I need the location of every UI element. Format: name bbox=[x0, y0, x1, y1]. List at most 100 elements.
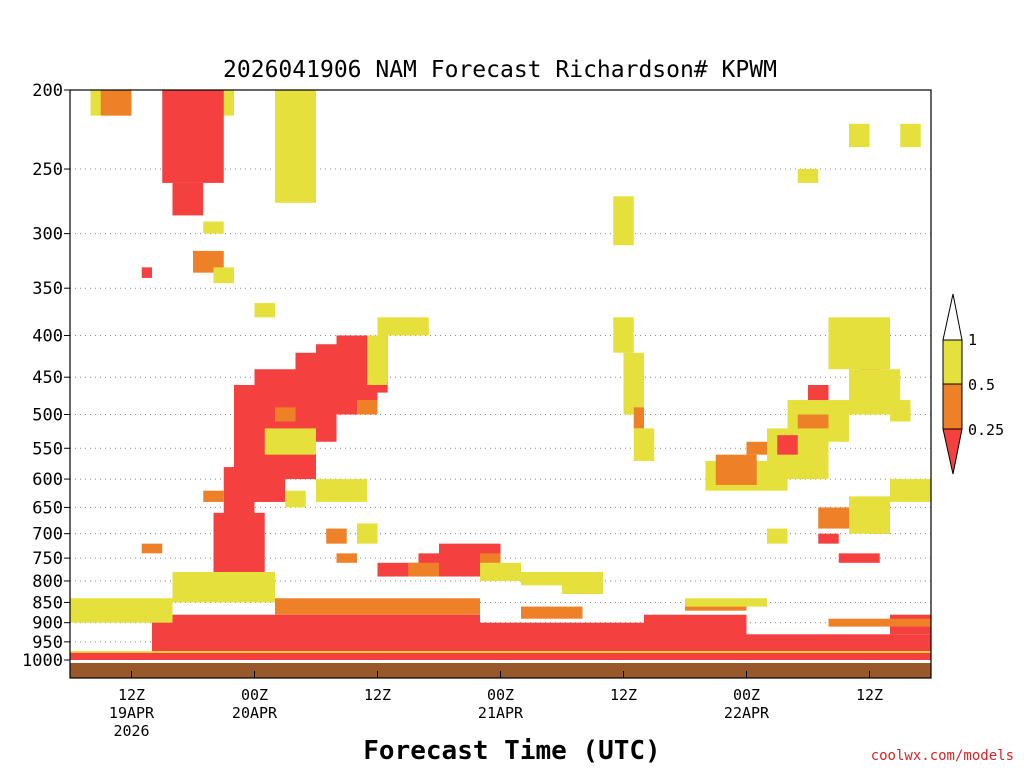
ri-cell bbox=[633, 407, 644, 429]
y-tick-label-400: 400 bbox=[32, 326, 63, 346]
x-tick-label-1-0: 00Z bbox=[241, 686, 268, 704]
ri-cell bbox=[162, 90, 224, 183]
ri-cell bbox=[838, 553, 880, 563]
colorbar-bin-1 bbox=[942, 383, 963, 430]
ri-cell bbox=[613, 317, 634, 353]
colorbar-under-arrow bbox=[942, 428, 963, 475]
ri-cell bbox=[316, 479, 368, 502]
y-tick-label-450: 450 bbox=[32, 368, 63, 388]
ri-cell bbox=[480, 562, 521, 581]
x-axis-label: Forecast Time (UTC) bbox=[363, 736, 660, 766]
ri-cell bbox=[275, 407, 296, 422]
ri-cell bbox=[193, 250, 224, 273]
x-tick-label-4-0: 12Z bbox=[610, 686, 637, 704]
y-tick-label-1000: 1000 bbox=[22, 651, 63, 671]
ri-cell bbox=[521, 606, 583, 619]
x-tick-label-5-0: 00Z bbox=[733, 686, 760, 704]
ri-cell bbox=[633, 428, 655, 461]
y-tick-label-900: 900 bbox=[32, 614, 63, 634]
x-tick-label-0-2: 2026 bbox=[113, 722, 149, 740]
ri-cell bbox=[152, 614, 480, 652]
colorbar-bin-0 bbox=[942, 339, 963, 385]
y-tick-label-850: 850 bbox=[32, 593, 63, 613]
x-tick-label-3-0: 00Z bbox=[487, 686, 514, 704]
ri-cell bbox=[141, 543, 163, 554]
ri-cell bbox=[849, 496, 890, 534]
ri-cell bbox=[746, 634, 931, 652]
x-tick-label-1-1: 20APR bbox=[232, 704, 278, 722]
colorbar-over-arrow bbox=[942, 293, 963, 341]
ri-cell bbox=[900, 123, 921, 148]
colorbar-label-0-5: 0.5 bbox=[968, 376, 995, 394]
x-tick-label-2-0: 12Z bbox=[364, 686, 391, 704]
y-tick-label-800: 800 bbox=[32, 572, 63, 592]
y-tick-label-350: 350 bbox=[32, 279, 63, 299]
ri-cell bbox=[254, 303, 275, 318]
ri-cell bbox=[685, 598, 767, 607]
ri-cell bbox=[367, 335, 388, 385]
y-tick-label-500: 500 bbox=[32, 406, 63, 426]
ri-cell bbox=[100, 90, 132, 116]
ri-cell bbox=[70, 652, 931, 660]
ri-cell bbox=[377, 317, 429, 336]
colorbar-label-0-25: 0.25 bbox=[968, 421, 1004, 439]
ri-cell bbox=[797, 169, 819, 183]
terrain-band bbox=[70, 663, 931, 678]
ri-cell bbox=[172, 572, 275, 603]
x-tick-label-3-1: 21APR bbox=[478, 704, 524, 722]
ri-cell bbox=[70, 598, 173, 623]
plot-area bbox=[69, 89, 932, 679]
ri-cell bbox=[644, 614, 747, 652]
y-tick-label-600: 600 bbox=[32, 470, 63, 490]
ri-cell bbox=[715, 454, 757, 485]
colorbar-label-1: 1 bbox=[968, 331, 977, 349]
ri-cell bbox=[623, 352, 644, 415]
ri-cell bbox=[275, 598, 480, 615]
ri-cell bbox=[172, 182, 204, 216]
ri-cell bbox=[890, 400, 911, 422]
ri-cell bbox=[808, 384, 829, 401]
ri-cell bbox=[767, 528, 788, 544]
y-tick-label-700: 700 bbox=[32, 525, 63, 545]
y-tick-label-950: 950 bbox=[32, 633, 63, 653]
ri-cell bbox=[141, 267, 152, 278]
ri-cell bbox=[849, 123, 870, 148]
ri-cell bbox=[818, 533, 839, 544]
ri-cell bbox=[213, 267, 234, 284]
ri-cell bbox=[777, 435, 798, 455]
x-tick-label-6-0: 12Z bbox=[856, 686, 883, 704]
ri-cell bbox=[264, 428, 316, 455]
ri-cell bbox=[275, 90, 316, 203]
ri-cell bbox=[326, 528, 347, 544]
y-tick-label-550: 550 bbox=[32, 439, 63, 459]
x-tick-label-5-1: 22APR bbox=[724, 704, 770, 722]
ri-cell bbox=[890, 479, 931, 502]
credit-link[interactable]: coolwx.com/models bbox=[871, 748, 1014, 764]
ri-cell bbox=[357, 400, 378, 415]
ri-cell bbox=[828, 317, 890, 370]
chart-title: 2026041906 NAM Forecast Richardson# KPWM bbox=[223, 57, 777, 83]
y-tick-label-250: 250 bbox=[32, 160, 63, 180]
ri-cell bbox=[203, 490, 224, 502]
ri-cell bbox=[357, 523, 378, 544]
y-tick-label-650: 650 bbox=[32, 498, 63, 518]
richardson-cells bbox=[70, 90, 931, 660]
ri-cell bbox=[203, 221, 224, 234]
x-tick-label-0-0: 12Z bbox=[118, 686, 145, 704]
ri-cell bbox=[828, 618, 931, 627]
ri-cell bbox=[797, 414, 829, 429]
ri-cell bbox=[408, 562, 439, 577]
ri-cell bbox=[285, 490, 306, 508]
y-tick-label-300: 300 bbox=[32, 225, 63, 245]
ri-cell bbox=[336, 553, 357, 563]
colorbar: 1 0.5 0.25 bbox=[942, 293, 1004, 475]
ri-cell bbox=[746, 441, 767, 455]
ri-cell bbox=[562, 572, 603, 595]
x-tick-label-0-1: 19APR bbox=[109, 704, 155, 722]
ri-cell bbox=[480, 553, 501, 563]
ri-cell bbox=[613, 196, 634, 246]
y-tick-label-750: 750 bbox=[32, 549, 63, 569]
ri-cell bbox=[521, 572, 562, 586]
